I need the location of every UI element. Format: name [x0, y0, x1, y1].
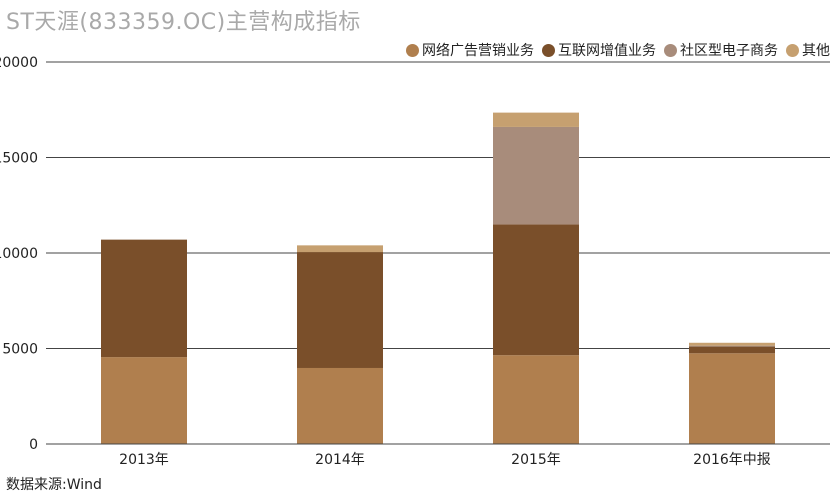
bar-segment-3-3: [689, 342, 775, 346]
bar-segment-1-1: [297, 252, 383, 368]
bar-segment-2-2: [493, 126, 579, 225]
legend: 网络广告营销业务 互联网增值业务 社区型电子商务 其他: [398, 40, 830, 60]
bar-segment-3-1: [689, 346, 775, 354]
legend-label-community-ecommerce: 社区型电子商务: [680, 43, 778, 59]
legend-swatch-community-ecommerce: [664, 43, 677, 57]
bar-segment-2-3: [493, 112, 579, 127]
y-tick-label-0: 0: [29, 437, 38, 453]
bar-segment-1-3: [297, 245, 383, 253]
x-tick-label-3: 2016年中报: [693, 452, 771, 468]
x-tick-label-2: 2015年: [511, 452, 561, 468]
data-source-note: 数据来源:Wind: [6, 477, 102, 493]
chart-title: ST天涯(833359.OC)主营构成指标: [6, 10, 361, 35]
legend-label-internet-vas: 互联网增值业务: [558, 43, 656, 59]
legend-item-community-ecommerce: 社区型电子商务: [664, 40, 778, 60]
y-tick-label-20000: 20000: [0, 55, 38, 71]
legend-label-network-ads: 网络广告营销业务: [422, 43, 534, 59]
y-tick-label-5000: 5000: [2, 342, 38, 358]
legend-swatch-internet-vas: [542, 43, 555, 57]
bar-segment-0-1: [101, 239, 187, 358]
bar-segment-0-0: [101, 357, 187, 444]
y-tick-label-15000: 15000: [0, 151, 38, 167]
legend-item-internet-vas: 互联网增值业务: [542, 40, 656, 60]
x-tick-label-0: 2013年: [119, 452, 169, 468]
bar-segment-3-2: [689, 345, 775, 347]
stacked-bar-chart: 0 5000 10000 15000 20000 2013年 2014年 2015年 2016年…: [0, 55, 830, 468]
bar-segment-2-0: [493, 355, 579, 444]
legend-item-network-ads: 网络广告营销业务: [406, 40, 534, 60]
legend-swatch-network-ads: [406, 43, 419, 57]
x-tick-label-1: 2014年: [315, 452, 365, 468]
legend-item-other: 其他: [786, 40, 830, 60]
bar-segment-2-1: [493, 224, 579, 356]
legend-swatch-other: [786, 43, 799, 57]
y-tick-label-10000: 10000: [0, 246, 38, 262]
bar-segment-3-0: [689, 353, 775, 444]
legend-label-other: 其他: [802, 43, 830, 59]
bar-segment-1-0: [297, 367, 383, 444]
